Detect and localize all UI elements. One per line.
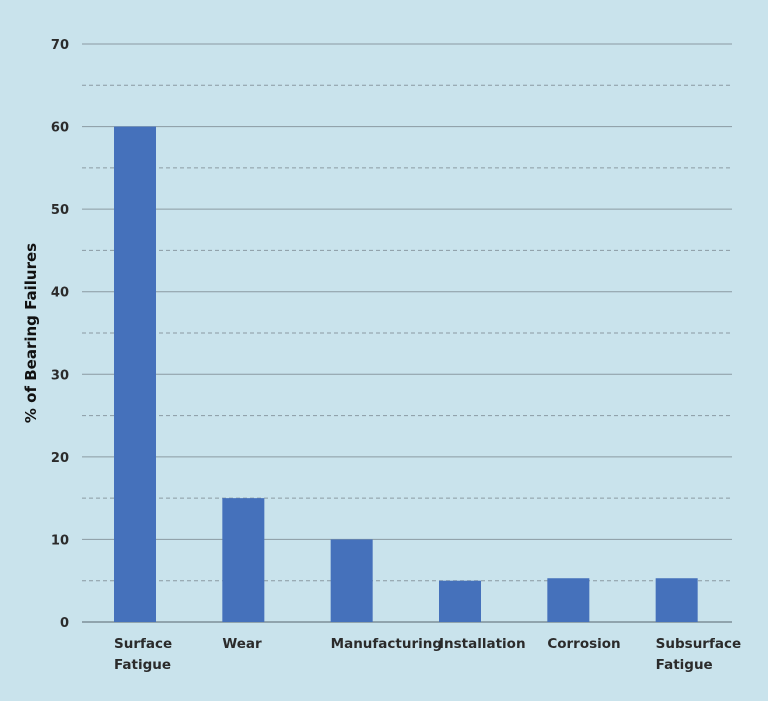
y-tick-label: 10 bbox=[51, 533, 69, 548]
y-tick-label: 30 bbox=[51, 368, 69, 383]
x-category-label: Manufacturing bbox=[331, 636, 442, 652]
x-category-label: Installation bbox=[439, 636, 526, 652]
bar bbox=[222, 498, 265, 622]
x-category-label: Subsurface bbox=[656, 636, 741, 652]
y-tick-label: 50 bbox=[51, 203, 69, 218]
y-tick-label: 20 bbox=[51, 451, 69, 466]
y-tick-label: 0 bbox=[60, 616, 69, 631]
y-tick-label: 70 bbox=[51, 38, 69, 53]
y-tick-label: 60 bbox=[51, 121, 69, 136]
x-category-label: Wear bbox=[222, 636, 262, 652]
x-category-label: Corrosion bbox=[547, 636, 620, 652]
x-category-label: Surface bbox=[114, 636, 172, 652]
x-category-label: Fatigue bbox=[114, 657, 171, 673]
gridlines bbox=[82, 43, 732, 623]
x-category-label: Fatigue bbox=[656, 657, 713, 673]
x-category-labels: Surface Fatigue Wear ManufacturingInstallat… bbox=[114, 636, 741, 673]
y-tick-label: 40 bbox=[51, 286, 69, 301]
bar bbox=[114, 126, 156, 623]
bar bbox=[330, 539, 373, 622]
bar bbox=[547, 578, 590, 622]
y-axis-title: % of Bearing Failures bbox=[22, 243, 40, 423]
bar bbox=[439, 580, 481, 622]
bar bbox=[655, 578, 698, 622]
y-tick-labels: 0 10 20 30 40 50 60 70 bbox=[51, 38, 69, 631]
bars bbox=[114, 126, 698, 623]
